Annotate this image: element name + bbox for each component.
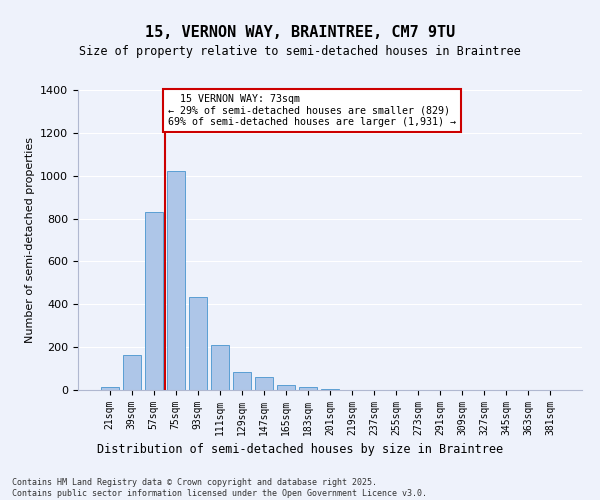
Text: 15, VERNON WAY, BRAINTREE, CM7 9TU: 15, VERNON WAY, BRAINTREE, CM7 9TU (145, 25, 455, 40)
Bar (211, 345, 229, 390)
Text: Size of property relative to semi-detached houses in Braintree: Size of property relative to semi-detach… (79, 45, 521, 58)
Y-axis label: Number of semi-detached properties: Number of semi-detached properties (25, 137, 35, 343)
Text: Contains HM Land Registry data © Crown copyright and database right 2025.
Contai: Contains HM Land Registry data © Crown c… (12, 478, 427, 498)
Bar (277, 386, 295, 390)
Bar (167, 172, 185, 390)
Bar (299, 387, 317, 390)
Bar (233, 372, 251, 390)
Text: 15 VERNON WAY: 73sqm
← 29% of semi-detached houses are smaller (829)
69% of semi: 15 VERNON WAY: 73sqm ← 29% of semi-detac… (168, 94, 456, 128)
Bar (189, 297, 206, 390)
Bar (255, 377, 273, 390)
Bar (101, 387, 119, 390)
Bar (123, 354, 140, 390)
Text: Distribution of semi-detached houses by size in Braintree: Distribution of semi-detached houses by … (97, 442, 503, 456)
Bar (145, 212, 163, 390)
Bar (321, 389, 339, 390)
